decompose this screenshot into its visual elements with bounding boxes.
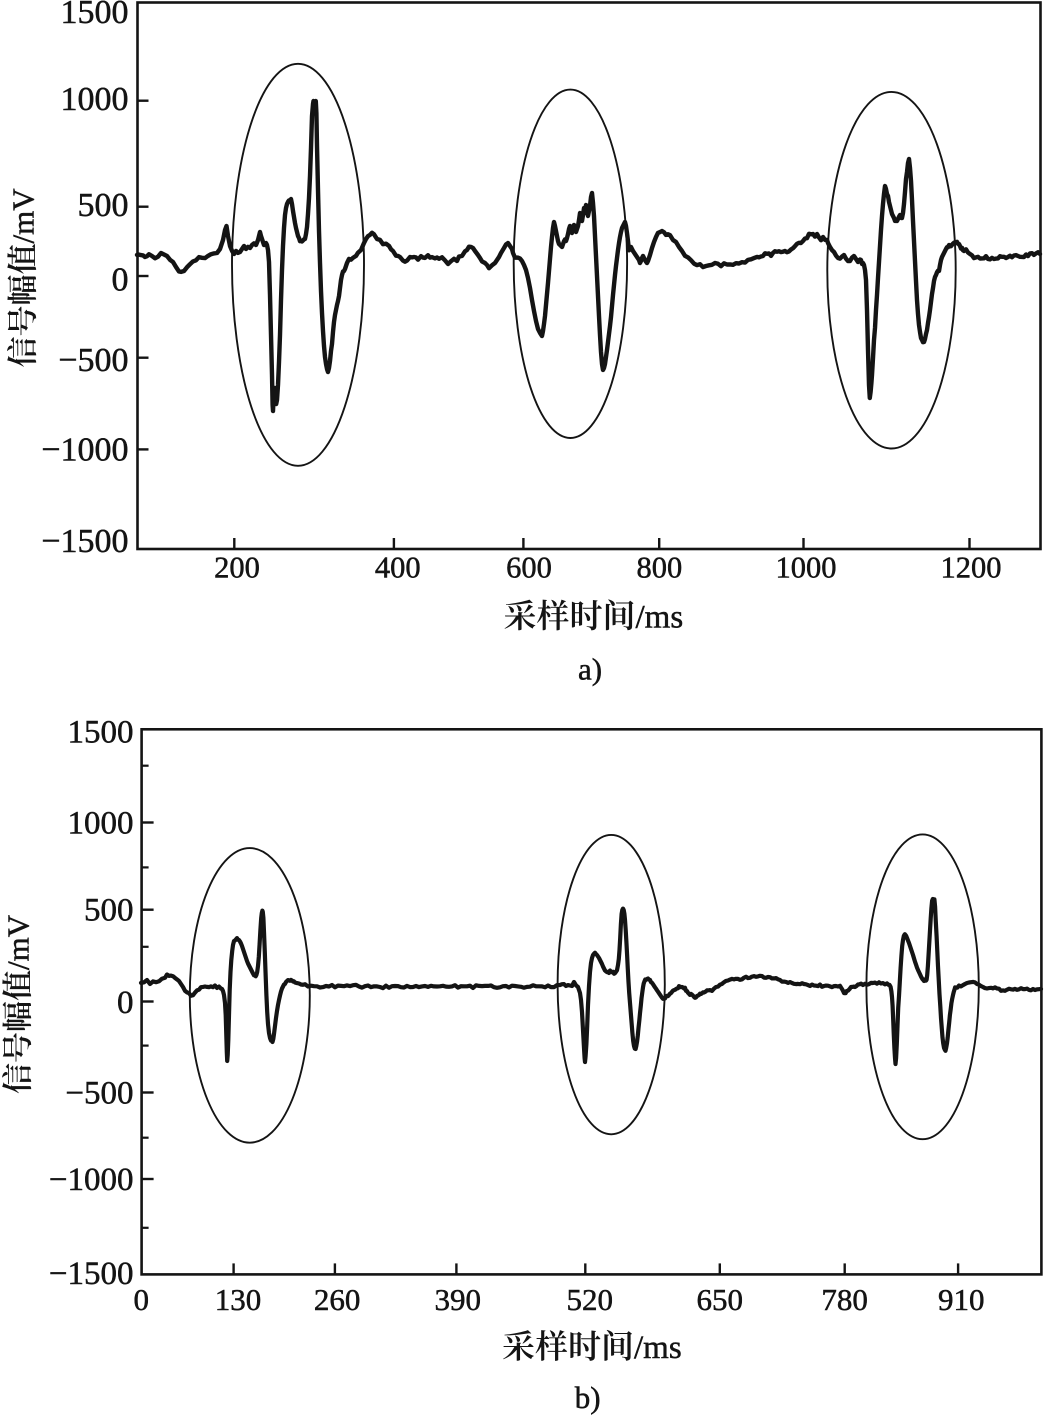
svg-text:−1000: −1000 <box>41 431 128 468</box>
svg-text:/mV: /mV <box>1 914 36 970</box>
svg-text:0: 0 <box>117 985 134 1021</box>
svg-text:130: 130 <box>215 1282 262 1317</box>
svg-text:b): b) <box>575 1380 601 1415</box>
svg-text:−500: −500 <box>58 342 128 379</box>
svg-text:1200: 1200 <box>941 551 1002 585</box>
svg-text:−1000: −1000 <box>49 1162 134 1198</box>
svg-text:260: 260 <box>314 1282 361 1317</box>
svg-text:500: 500 <box>84 893 134 929</box>
svg-text:1000: 1000 <box>61 81 129 118</box>
svg-text:390: 390 <box>435 1282 482 1317</box>
svg-text:1000: 1000 <box>68 805 134 841</box>
svg-text:a): a) <box>578 652 602 687</box>
svg-text:800: 800 <box>637 551 683 585</box>
svg-text:−1500: −1500 <box>49 1256 134 1292</box>
svg-text:/mV: /mV <box>6 188 41 244</box>
svg-text:1500: 1500 <box>61 0 129 31</box>
svg-text:−1500: −1500 <box>41 523 128 560</box>
svg-text:520: 520 <box>566 1282 613 1317</box>
svg-text:910: 910 <box>938 1282 985 1317</box>
svg-text:0: 0 <box>134 1282 150 1317</box>
svg-text:1500: 1500 <box>68 715 134 751</box>
svg-text:/ms: /ms <box>636 600 684 636</box>
svg-text:0: 0 <box>112 261 129 298</box>
svg-text:1000: 1000 <box>776 551 837 585</box>
svg-text:400: 400 <box>375 551 421 585</box>
svg-text:−500: −500 <box>65 1075 133 1111</box>
svg-text:780: 780 <box>821 1282 868 1317</box>
svg-text:600: 600 <box>506 551 552 585</box>
svg-text:500: 500 <box>78 187 129 224</box>
svg-text:650: 650 <box>697 1282 744 1317</box>
svg-text:/ms: /ms <box>634 1330 682 1366</box>
svg-text:200: 200 <box>214 551 260 585</box>
